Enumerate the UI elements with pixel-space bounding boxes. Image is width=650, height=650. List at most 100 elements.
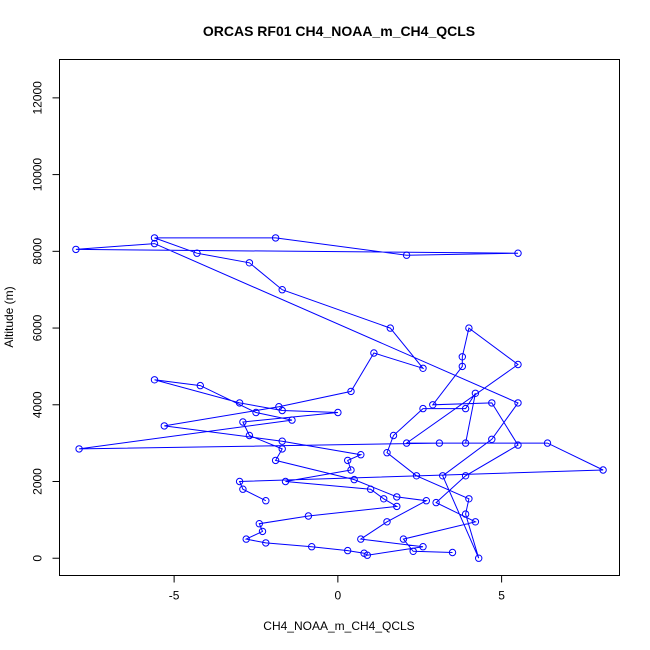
data-point	[383, 518, 391, 526]
data-point	[543, 439, 552, 447]
y-tick-label: 12000	[31, 81, 45, 115]
data-point	[514, 399, 522, 407]
data-point	[393, 502, 401, 511]
data-point	[150, 234, 159, 242]
data-point	[262, 497, 270, 505]
x-axis-label: CH4_NOAA_m_CH4_QCLS	[263, 619, 414, 633]
y-axis-label: Altitude (m)	[2, 286, 16, 347]
y-tick-label: 0	[31, 555, 45, 562]
data-point	[278, 406, 286, 415]
data-point	[255, 520, 263, 528]
data-point	[245, 431, 254, 440]
y-axis: 0 2000 4000 6000 8000 10000 12000	[31, 81, 60, 562]
data-point	[150, 376, 159, 384]
series-layer	[72, 234, 607, 562]
data-point	[439, 472, 447, 480]
data-point	[461, 510, 470, 518]
data-point	[344, 546, 352, 555]
data-point	[514, 249, 522, 257]
data-point	[150, 239, 159, 248]
data-point	[458, 353, 466, 361]
data-point	[347, 387, 355, 396]
data-point	[448, 548, 457, 557]
data-point	[196, 381, 205, 390]
data-point	[402, 251, 411, 259]
data-point	[357, 535, 365, 543]
y-tick-label: 8000	[31, 238, 45, 265]
data-point	[419, 543, 427, 551]
data-point	[461, 439, 470, 447]
data-point	[278, 286, 286, 294]
y-tick-label: 10000	[31, 158, 45, 192]
data-point	[432, 498, 440, 507]
data-point	[271, 234, 280, 242]
data-point	[366, 485, 375, 493]
data-point	[239, 485, 247, 493]
data-point	[475, 554, 483, 562]
data-point	[409, 547, 417, 555]
data-point	[242, 535, 250, 543]
data-point	[239, 418, 247, 426]
data-point	[193, 249, 201, 257]
data-point	[160, 422, 169, 430]
data-point	[357, 451, 365, 459]
data-point	[514, 441, 522, 449]
data-point	[386, 324, 394, 332]
data-point	[235, 399, 244, 407]
data-point	[599, 466, 607, 474]
data-point	[461, 472, 470, 480]
data-point	[278, 445, 286, 453]
data-point	[271, 456, 280, 465]
data-point	[308, 543, 316, 551]
y-tick-label: 2000	[31, 468, 45, 495]
data-point	[334, 408, 342, 417]
x-tick-label: 5	[498, 589, 505, 603]
data-point	[383, 449, 391, 457]
data-point	[412, 472, 421, 480]
data-point	[252, 408, 260, 417]
data-point	[402, 439, 411, 447]
data-point	[363, 551, 371, 559]
data-point	[399, 535, 408, 543]
data-point	[344, 456, 352, 465]
y-tick-label: 6000	[31, 314, 45, 341]
data-point	[422, 497, 430, 505]
data-point	[389, 431, 398, 440]
data-point	[419, 364, 427, 372]
data-point	[288, 416, 296, 424]
plot-frame	[59, 59, 620, 576]
data-point	[75, 445, 83, 453]
data-point	[393, 493, 401, 501]
data-point	[347, 466, 355, 474]
x-tick-label: -5	[169, 589, 180, 603]
data-point	[419, 404, 427, 413]
data-point	[245, 259, 254, 267]
data-point	[461, 404, 470, 413]
data-point	[435, 439, 444, 447]
data-point	[281, 477, 290, 486]
chart-title: ORCAS RF01 CH4_NOAA_m_CH4_QCLS	[203, 23, 475, 39]
data-point	[350, 475, 358, 484]
data-point	[488, 435, 496, 443]
data-point	[72, 245, 80, 254]
data-point	[465, 495, 473, 503]
data-point	[262, 539, 270, 547]
data-point	[235, 477, 244, 486]
data-point	[465, 324, 473, 332]
data-point	[380, 495, 388, 503]
data-point	[458, 362, 466, 371]
data-point	[471, 389, 480, 397]
series-line	[75, 237, 604, 559]
data-point	[370, 349, 378, 357]
data-point	[304, 512, 313, 520]
y-tick-label: 4000	[31, 391, 45, 418]
data-point	[278, 437, 286, 445]
data-point	[514, 360, 522, 369]
x-axis: -5 0 5	[169, 575, 505, 603]
data-point	[258, 527, 267, 536]
data-point	[488, 399, 496, 407]
data-point	[429, 401, 437, 409]
x-tick-label: 0	[335, 589, 342, 603]
data-point	[471, 518, 480, 526]
